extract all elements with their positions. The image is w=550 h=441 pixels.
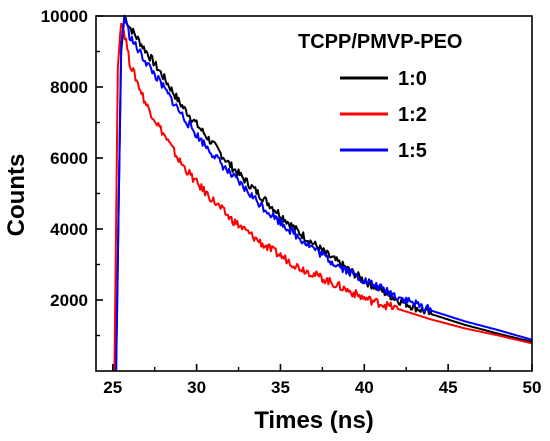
series-line-3 <box>115 14 533 372</box>
legend-label: 1:2 <box>398 104 427 126</box>
x-axis: 25 30 35 40 45 50 <box>103 364 541 397</box>
series-line-2 <box>113 22 533 372</box>
x-tick-label: 45 <box>439 378 458 397</box>
x-tick-label: 40 <box>355 378 374 397</box>
x-tick-label: 50 <box>523 378 542 397</box>
series-line-1 <box>115 15 533 372</box>
y-tick-label: 6000 <box>50 149 88 168</box>
x-tick-label: 35 <box>271 378 290 397</box>
legend-label: 1:0 <box>398 68 427 90</box>
y-tick-label: 8000 <box>50 78 88 97</box>
x-tick-label: 25 <box>103 378 122 397</box>
legend-label: 1:5 <box>398 140 427 162</box>
y-tick-label: 2000 <box>50 291 88 310</box>
x-axis-title: Times (ns) <box>254 407 374 434</box>
legend: TCPP/PMVP-PEO 1:0 1:2 1:5 <box>298 31 462 162</box>
y-tick-label: 10000 <box>41 7 88 26</box>
y-axis: 2000 4000 6000 8000 10000 <box>41 7 103 337</box>
x-tick-label: 30 <box>187 378 206 397</box>
plot-series <box>113 14 533 372</box>
plot-frame <box>95 15 533 372</box>
legend-title: TCPP/PMVP-PEO <box>298 31 462 53</box>
y-tick-label: 4000 <box>50 220 88 239</box>
y-axis-title: Counts <box>3 154 30 237</box>
